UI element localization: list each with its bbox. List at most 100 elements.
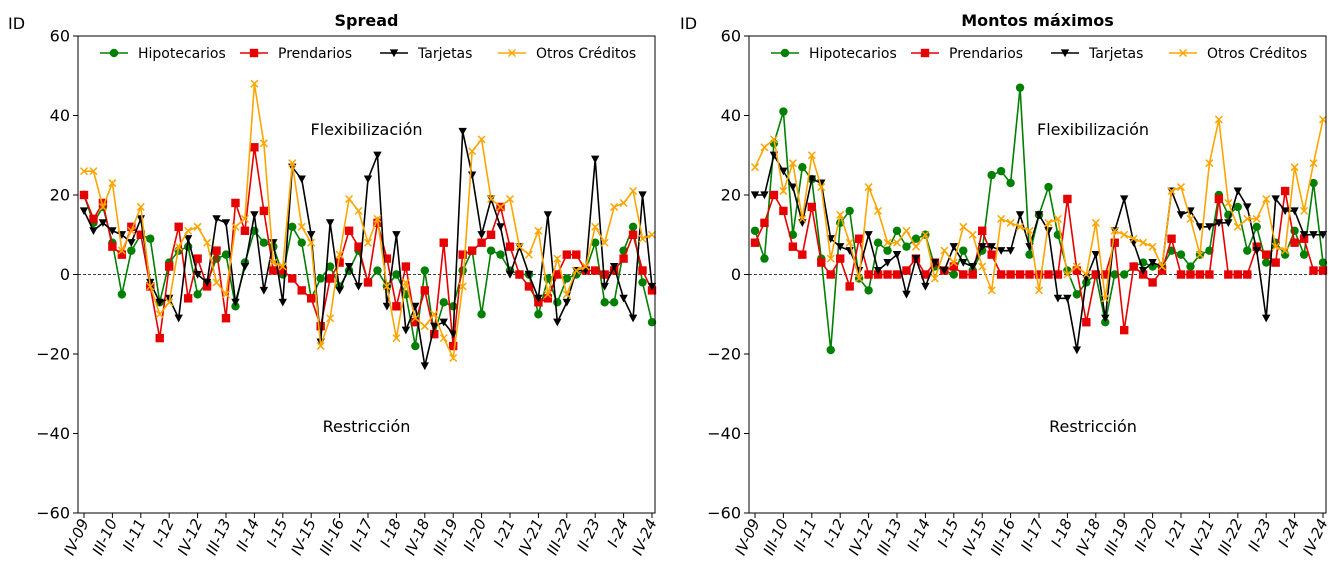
x-tick-label: I-15 [263, 516, 292, 550]
legend: Hipotecarios Prendarios Tarjetas Otros Créd… [100, 46, 636, 62]
x-tick-label: I-12 [149, 516, 178, 550]
data-point [628, 230, 638, 239]
y-tick-label: −60 [36, 504, 70, 523]
data-point [1233, 222, 1242, 231]
series-prendarios [79, 143, 657, 351]
data-point [902, 242, 911, 251]
data-point [1082, 270, 1091, 279]
data-point [1025, 250, 1034, 259]
data-point [174, 222, 183, 231]
data-point [987, 170, 996, 180]
data-point [259, 286, 269, 295]
data-point [354, 242, 363, 251]
data-point [609, 262, 619, 271]
data-point [760, 218, 769, 228]
data-point [458, 266, 467, 275]
data-point [288, 274, 297, 283]
data-point [411, 314, 420, 323]
data-point [1243, 270, 1252, 279]
y-axis-label: ID [680, 14, 697, 33]
data-point [1271, 258, 1280, 267]
data-point [534, 294, 543, 303]
data-point [638, 278, 647, 287]
data-point [1252, 214, 1261, 223]
data-point [212, 278, 221, 287]
data-point [1034, 211, 1044, 220]
data-point [1309, 266, 1318, 275]
data-point [949, 262, 958, 271]
data-point [1006, 247, 1015, 255]
data-point [779, 206, 788, 216]
data-point [1299, 231, 1309, 239]
data-point [1139, 238, 1148, 247]
data-point [987, 243, 996, 251]
data-point [515, 270, 524, 279]
data-point [996, 247, 1006, 255]
data-point [420, 286, 429, 295]
data-point [949, 243, 958, 251]
data-point [165, 262, 174, 271]
legend-marker [1178, 48, 1188, 58]
data-point [1224, 270, 1233, 279]
data-point [259, 238, 269, 247]
data-point [79, 190, 89, 200]
data-point [1110, 238, 1119, 247]
data-point [515, 242, 524, 251]
data-point [1243, 246, 1252, 255]
data-point [826, 345, 835, 355]
x-tick-label: III-19 [1101, 516, 1133, 558]
data-point [987, 286, 996, 295]
x-tick-label: IV-12 [174, 516, 206, 558]
data-point [1091, 270, 1100, 279]
data-point [174, 314, 183, 323]
data-point [940, 246, 949, 255]
data-point [1243, 203, 1252, 212]
data-point [1006, 218, 1015, 227]
data-point [647, 230, 657, 239]
data-point [1101, 270, 1110, 279]
data-point [240, 214, 249, 223]
data-point [817, 183, 826, 192]
data-point [1006, 178, 1015, 188]
data-point [127, 246, 136, 255]
data-point [344, 226, 354, 235]
x-tick-label: I-15 [934, 516, 963, 550]
data-point [1053, 270, 1063, 279]
x-tick-label: III-16 [316, 516, 348, 558]
data-point [354, 282, 363, 291]
data-point [1252, 247, 1261, 255]
data-point [1176, 270, 1186, 279]
x-tick-label: I-24 [1275, 516, 1304, 550]
x-tick-label: II-17 [1017, 516, 1048, 554]
data-point [1252, 242, 1261, 251]
data-point [174, 242, 183, 251]
legend-label: Hipotecarios [138, 46, 226, 62]
data-point [1233, 270, 1242, 279]
chart-title: Montos máximos [961, 11, 1114, 30]
data-point [788, 242, 798, 251]
data-point [325, 274, 335, 283]
data-point [562, 290, 571, 299]
data-point [1318, 231, 1328, 239]
data-point [278, 266, 287, 275]
x-tick-label: I-21 [1161, 516, 1190, 550]
data-point [1015, 270, 1025, 279]
data-point [1148, 278, 1157, 287]
data-point [108, 227, 117, 235]
data-point [1034, 270, 1044, 279]
data-point [1110, 226, 1119, 235]
data-point [1271, 195, 1280, 204]
data-point [193, 290, 202, 299]
data-point [1309, 159, 1318, 168]
data-point [1138, 266, 1148, 275]
data-point [591, 222, 600, 231]
data-point [420, 266, 429, 275]
data-point [1280, 186, 1290, 196]
data-point [1120, 325, 1129, 335]
x-tick-label: IV-12 [845, 516, 877, 558]
data-point [1309, 178, 1318, 188]
legend-marker [507, 48, 517, 58]
data-point [335, 258, 344, 267]
data-point [930, 259, 940, 267]
